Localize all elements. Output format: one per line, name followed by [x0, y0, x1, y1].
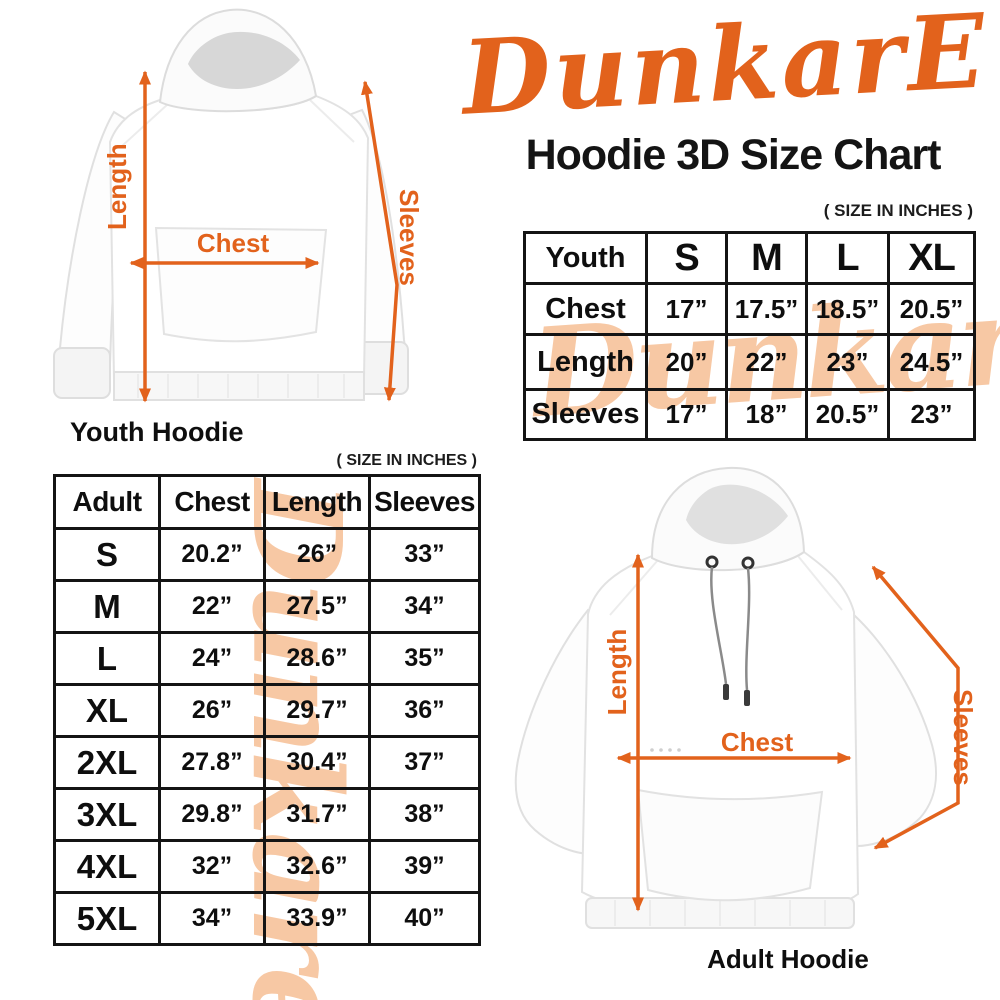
table-cell: 32.6” — [263, 839, 371, 894]
adult-length-label: Length — [602, 628, 632, 716]
adult-row-2xl: 2XL 27.8” 30.4” 37” — [53, 735, 481, 790]
table-cell: 18” — [725, 388, 808, 441]
table-cell: 36” — [368, 683, 481, 738]
table-cell: 27.5” — [263, 579, 371, 634]
youth-table-corner-cell: Youth — [523, 231, 648, 285]
youth-size-col-l: L — [805, 231, 890, 285]
adult-row-m: M 22” 27.5” 34” — [53, 579, 481, 634]
adult-row-3xl: 3XL 29.8” 31.7” 38” — [53, 787, 481, 842]
table-cell: 37” — [368, 735, 481, 790]
brand-logo: DunkarE — [459, 0, 991, 139]
youth-hoodie-illustration — [53, 8, 409, 403]
youth-sleeves-arrow — [361, 80, 399, 402]
youth-table-header-row: Youth S M L XL — [523, 231, 976, 285]
table-cell: 32” — [158, 839, 266, 894]
table-cell: 26” — [263, 527, 371, 582]
row-label: Length — [523, 333, 648, 391]
table-cell: 30.4” — [263, 735, 371, 790]
table-cell: 17” — [645, 282, 728, 336]
adult-size-table: Adult Chest Length Sleeves S 20.2” 26” 3… — [53, 474, 481, 946]
row-label: 2XL — [53, 735, 161, 790]
youth-length-label: Length — [102, 143, 132, 230]
row-label: M — [53, 579, 161, 634]
adult-hoodie-illustration — [514, 466, 960, 929]
youth-size-table: Youth S M L XL Chest 17” 17.5” 18.5” 20.… — [523, 231, 976, 441]
table-cell: 34” — [158, 891, 266, 946]
row-label: S — [53, 527, 161, 582]
row-label: L — [53, 631, 161, 686]
table-cell: 40” — [368, 891, 481, 946]
page-title: Hoodie 3D Size Chart — [525, 131, 942, 179]
youth-sleeves-label: Sleeves — [394, 189, 424, 286]
adult-col-chest: Chest — [158, 474, 266, 530]
row-label: 5XL — [53, 891, 161, 946]
table-cell: 17” — [645, 388, 728, 441]
table-cell: 18.5” — [805, 282, 890, 336]
table-cell: 28.6” — [263, 631, 371, 686]
table-cell: 27.8” — [158, 735, 266, 790]
youth-size-col-m: M — [725, 231, 808, 285]
table-cell: 29.8” — [158, 787, 266, 842]
table-cell: 29.7” — [263, 683, 371, 738]
adult-row-l: L 24” 28.6” 35” — [53, 631, 481, 686]
row-label: 3XL — [53, 787, 161, 842]
table-cell: 22” — [725, 333, 808, 391]
youth-length-row: Length 20” 22” 23” 24.5” — [523, 333, 976, 391]
table-cell: 17.5” — [725, 282, 808, 336]
youth-hoodie-caption: Youth Hoodie — [70, 417, 244, 447]
table-cell: 20.5” — [887, 282, 976, 336]
youth-sleeves-row: Sleeves 17” 18” 20.5” 23” — [523, 388, 976, 441]
table-cell: 23” — [887, 388, 976, 441]
youth-chest-label: Chest — [196, 228, 270, 258]
table-cell: 39” — [368, 839, 481, 894]
adult-row-4xl: 4XL 32” 32.6” 39” — [53, 839, 481, 894]
table-cell: 38” — [368, 787, 481, 842]
table-cell: 20” — [645, 333, 728, 391]
row-label: 4XL — [53, 839, 161, 894]
adult-table-corner-cell: Adult — [53, 474, 161, 530]
adult-units-note: ( SIZE IN INCHES ) — [336, 452, 477, 469]
youth-chest-row: Chest 17” 17.5” 18.5” 20.5” — [523, 282, 976, 336]
table-cell: 33” — [368, 527, 481, 582]
adult-row-s: S 20.2” 26” 33” — [53, 527, 481, 582]
table-cell: 24” — [158, 631, 266, 686]
adult-sleeves-arrow — [871, 565, 960, 850]
adult-col-sleeves: Sleeves — [368, 474, 481, 530]
table-cell: 33.9” — [263, 891, 371, 946]
youth-size-col-xl: XL — [887, 231, 976, 285]
table-cell: 22” — [158, 579, 266, 634]
row-label: Chest — [523, 282, 648, 336]
table-cell: 23” — [805, 333, 890, 391]
adult-hoodie-caption: Adult Hoodie — [707, 944, 869, 974]
table-cell: 26” — [158, 683, 266, 738]
row-label: Sleeves — [523, 388, 648, 441]
table-cell: 20.5” — [805, 388, 890, 441]
adult-col-length: Length — [263, 474, 371, 530]
table-cell: 35” — [368, 631, 481, 686]
table-cell: 34” — [368, 579, 481, 634]
adult-row-5xl: 5XL 34” 33.9” 40” — [53, 891, 481, 946]
row-label: XL — [53, 683, 161, 738]
table-cell: 24.5” — [887, 333, 976, 391]
table-cell: 31.7” — [263, 787, 371, 842]
adult-row-xl: XL 26” 29.7” 36” — [53, 683, 481, 738]
youth-units-note: ( SIZE IN INCHES ) — [823, 201, 973, 220]
youth-size-col-s: S — [645, 231, 728, 285]
table-cell: 20.2” — [158, 527, 266, 582]
adult-table-header-row: Adult Chest Length Sleeves — [53, 474, 481, 530]
adult-sleeves-label: Sleeves — [948, 689, 978, 786]
adult-chest-label: Chest — [720, 727, 794, 757]
